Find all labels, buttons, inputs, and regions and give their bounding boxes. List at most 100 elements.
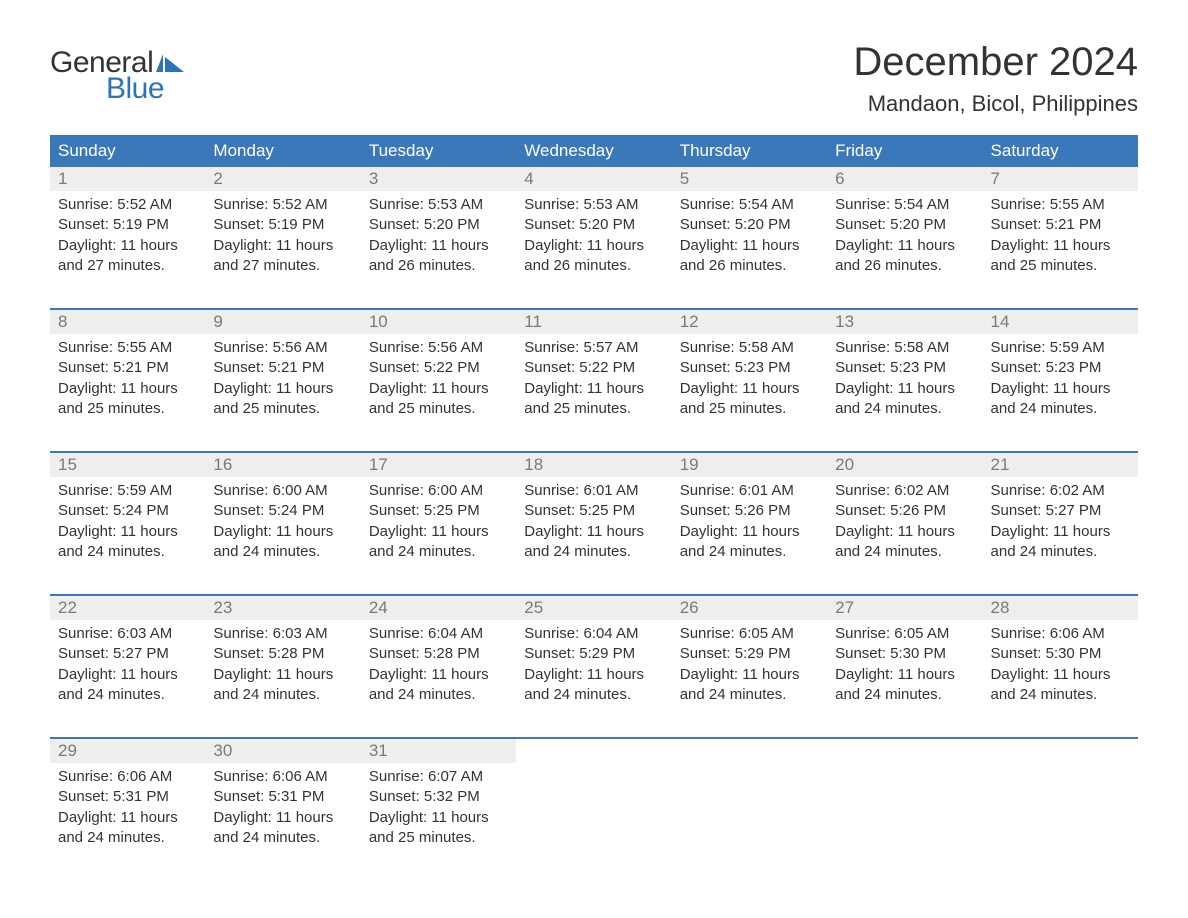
calendar-week: 15Sunrise: 5:59 AMSunset: 5:24 PMDayligh… [50,453,1138,581]
day-number: 17 [361,453,516,477]
sunset-line: Sunset: 5:23 PM [991,358,1130,378]
sunset-line: Sunset: 5:19 PM [213,215,352,235]
day-body: Sunrise: 5:52 AMSunset: 5:19 PMDaylight:… [50,191,205,284]
calendar-day: 7Sunrise: 5:55 AMSunset: 5:21 PMDaylight… [983,167,1138,295]
daylight-line: Daylight: 11 hours and 24 minutes. [213,808,352,849]
calendar-day: 21 Sunrise: 6:02 AMSunset: 5:27 PMDayligh… [983,453,1138,581]
sunrise-line: Sunrise: 6:06 AM [58,767,197,787]
daylight-line: Daylight: 11 hours and 26 minutes. [369,236,508,277]
day-number: 12 [672,310,827,334]
sunrise-line: Sunrise: 6:00 AM [369,481,508,501]
sunrise-line: Sunrise: 5:52 AM [58,195,197,215]
day-number: 29 [50,739,205,763]
sunset-line: Sunset: 5:27 PM [991,501,1130,521]
day-body: Sunrise: 6:01 AMSunset: 5:25 PMDaylight:… [516,477,671,570]
daylight-line: Daylight: 11 hours and 25 minutes. [369,808,508,849]
daylight-line: Daylight: 11 hours and 24 minutes. [991,522,1130,563]
calendar-day: 4Sunrise: 5:53 AMSunset: 5:20 PMDaylight… [516,167,671,295]
day-number: 28 [983,596,1138,620]
sunset-line: Sunset: 5:20 PM [680,215,819,235]
day-number: 23 [205,596,360,620]
logo: General Blue [50,40,184,104]
day-body: Sunrise: 5:55 AMSunset: 5:21 PMDaylight:… [50,334,205,427]
daylight-line: Daylight: 11 hours and 24 minutes. [213,522,352,563]
sunset-line: Sunset: 5:30 PM [991,644,1130,664]
day-body: Sunrise: 5:58 AMSunset: 5:23 PMDaylight:… [827,334,982,427]
sunrise-line: Sunrise: 5:56 AM [213,338,352,358]
day-body: Sunrise: 5:59 AMSunset: 5:24 PMDaylight:… [50,477,205,570]
day-number: 8 [50,310,205,334]
calendar-day: 19Sunrise: 6:01 AMSunset: 5:26 PMDayligh… [672,453,827,581]
sunrise-line: Sunrise: 5:58 AM [680,338,819,358]
calendar-day: 20Sunrise: 6:02 AMSunset: 5:26 PMDayligh… [827,453,982,581]
day-body: Sunrise: 5:56 AMSunset: 5:22 PMDaylight:… [361,334,516,427]
calendar-day [672,739,827,867]
sunrise-line: Sunrise: 6:03 AM [213,624,352,644]
sunset-line: Sunset: 5:26 PM [680,501,819,521]
sunset-line: Sunset: 5:31 PM [213,787,352,807]
sunset-line: Sunset: 5:28 PM [213,644,352,664]
sunrise-line: Sunrise: 6:01 AM [524,481,663,501]
day-number: 21 [983,453,1138,477]
title-block: December 2024 Mandaon, Bicol, Philippine… [853,40,1138,117]
sunrise-line: Sunrise: 6:02 AM [835,481,974,501]
calendar-day: 15Sunrise: 5:59 AMSunset: 5:24 PMDayligh… [50,453,205,581]
sunrise-line: Sunrise: 6:05 AM [835,624,974,644]
weekday-header: Monday [205,135,360,167]
weekday-header: Tuesday [361,135,516,167]
day-number: 27 [827,596,982,620]
weekday-header: Saturday [983,135,1138,167]
sunset-line: Sunset: 5:19 PM [58,215,197,235]
sunset-line: Sunset: 5:25 PM [524,501,663,521]
day-body: Sunrise: 5:57 AMSunset: 5:22 PMDaylight:… [516,334,671,427]
daylight-line: Daylight: 11 hours and 24 minutes. [835,379,974,420]
day-number: 6 [827,167,982,191]
logo-text-blue: Blue [106,74,184,104]
sunset-line: Sunset: 5:24 PM [213,501,352,521]
day-body: Sunrise: 6:03 AMSunset: 5:28 PMDaylight:… [205,620,360,713]
daylight-line: Daylight: 11 hours and 24 minutes. [991,665,1130,706]
day-number: 31 [361,739,516,763]
flag-icon [156,54,184,72]
sunset-line: Sunset: 5:32 PM [369,787,508,807]
calendar-table: SundayMondayTuesdayWednesdayThursdayFrid… [50,135,1138,867]
day-number: 24 [361,596,516,620]
day-body: Sunrise: 6:02 AMSunset: 5:26 PMDaylight:… [827,477,982,570]
sunrise-line: Sunrise: 6:02 AM [991,481,1130,501]
calendar-day: 10Sunrise: 5:56 AMSunset: 5:22 PMDayligh… [361,310,516,438]
sunrise-line: Sunrise: 5:59 AM [991,338,1130,358]
day-body: Sunrise: 5:55 AMSunset: 5:21 PMDaylight:… [983,191,1138,284]
daylight-line: Daylight: 11 hours and 25 minutes. [680,379,819,420]
sunset-line: Sunset: 5:22 PM [369,358,508,378]
sunrise-line: Sunrise: 6:06 AM [991,624,1130,644]
sunset-line: Sunset: 5:31 PM [58,787,197,807]
day-number: 30 [205,739,360,763]
week-spacer [50,295,1138,309]
day-body: Sunrise: 6:05 AMSunset: 5:30 PMDaylight:… [827,620,982,713]
day-number: 7 [983,167,1138,191]
day-number: 4 [516,167,671,191]
day-number: 20 [827,453,982,477]
weekday-header: Thursday [672,135,827,167]
calendar-day: 23Sunrise: 6:03 AMSunset: 5:28 PMDayligh… [205,596,360,724]
calendar-day: 31Sunrise: 6:07 AMSunset: 5:32 PMDayligh… [361,739,516,867]
sunset-line: Sunset: 5:23 PM [680,358,819,378]
sunrise-line: Sunrise: 6:05 AM [680,624,819,644]
weekday-header: Wednesday [516,135,671,167]
weekday-header: Sunday [50,135,205,167]
sunrise-line: Sunrise: 5:54 AM [835,195,974,215]
day-body: Sunrise: 6:06 AMSunset: 5:31 PMDaylight:… [205,763,360,856]
sunrise-line: Sunrise: 6:03 AM [58,624,197,644]
day-number: 11 [516,310,671,334]
location: Mandaon, Bicol, Philippines [853,91,1138,117]
daylight-line: Daylight: 11 hours and 27 minutes. [58,236,197,277]
day-body: Sunrise: 6:00 AMSunset: 5:24 PMDaylight:… [205,477,360,570]
calendar-day: 24Sunrise: 6:04 AMSunset: 5:28 PMDayligh… [361,596,516,724]
daylight-line: Daylight: 11 hours and 25 minutes. [369,379,508,420]
sunrise-line: Sunrise: 6:06 AM [213,767,352,787]
day-body: Sunrise: 6:06 AMSunset: 5:31 PMDaylight:… [50,763,205,856]
day-number: 13 [827,310,982,334]
sunset-line: Sunset: 5:20 PM [369,215,508,235]
day-body: Sunrise: 6:00 AMSunset: 5:25 PMDaylight:… [361,477,516,570]
sunrise-line: Sunrise: 6:00 AM [213,481,352,501]
